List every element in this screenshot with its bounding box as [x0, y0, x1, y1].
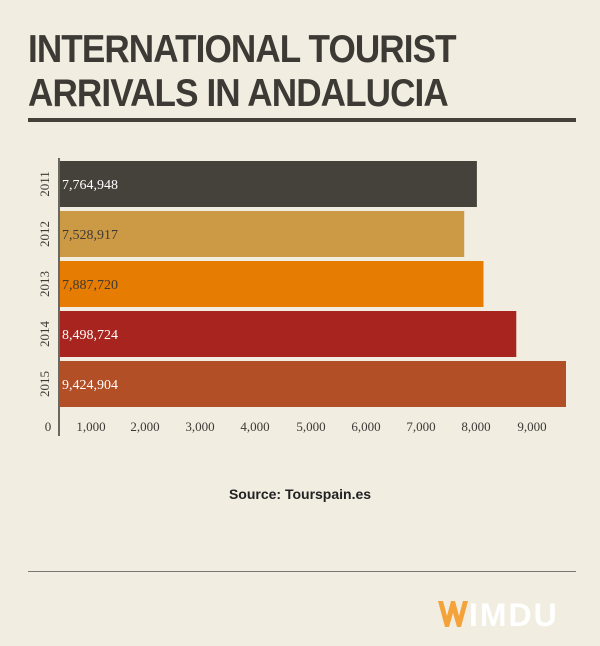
- wimdu-logo: IMDU: [438, 598, 559, 632]
- x-tick-label: 1,000: [76, 419, 105, 434]
- x-tick-label: 6,000: [351, 419, 380, 434]
- x-tick-label: 0: [45, 419, 52, 434]
- x-tick-label: 8,000: [461, 419, 490, 434]
- y-tick-label: 2012: [37, 221, 52, 247]
- x-tick-label: 2,000: [130, 419, 159, 434]
- x-tick-label: 4,000: [240, 419, 269, 434]
- footer-divider: [28, 571, 576, 572]
- x-tick-label: 5,000: [296, 419, 325, 434]
- bar-value-label: 7,887,720: [62, 278, 118, 293]
- bar-value-label: 7,764,948: [62, 178, 118, 193]
- bar-2015: [60, 361, 566, 407]
- logo-text: IMDU: [469, 597, 559, 633]
- y-tick-label: 2015: [37, 371, 52, 397]
- y-tick-label: 2013: [37, 271, 52, 297]
- w-logo-mark: [438, 601, 468, 627]
- bar-2014: [60, 311, 517, 357]
- source-note: Source: Tourspain.es: [228, 486, 372, 502]
- bar-2013: [60, 261, 484, 307]
- x-tick-label: 3,000: [185, 419, 214, 434]
- bar-value-label: 7,528,917: [62, 228, 118, 243]
- x-tick-label: 9,000: [517, 419, 546, 434]
- chart-title: INTERNATIONAL TOURIST ARRIVALS IN ANDALU…: [28, 28, 457, 115]
- bar-value-label: 8,498,724: [62, 328, 118, 343]
- bar-2012: [60, 211, 465, 257]
- bar-value-label: 9,424,904: [62, 378, 118, 393]
- y-tick-label: 2014: [37, 321, 52, 348]
- x-tick-label: 7,000: [406, 419, 435, 434]
- y-tick-label: 2011: [37, 171, 52, 197]
- bar-2011: [60, 161, 477, 207]
- bar-chart: 7,764,948 2011 7,528,917 2012 7,887,720 2013 8…: [37, 158, 566, 436]
- title-divider: [28, 118, 576, 122]
